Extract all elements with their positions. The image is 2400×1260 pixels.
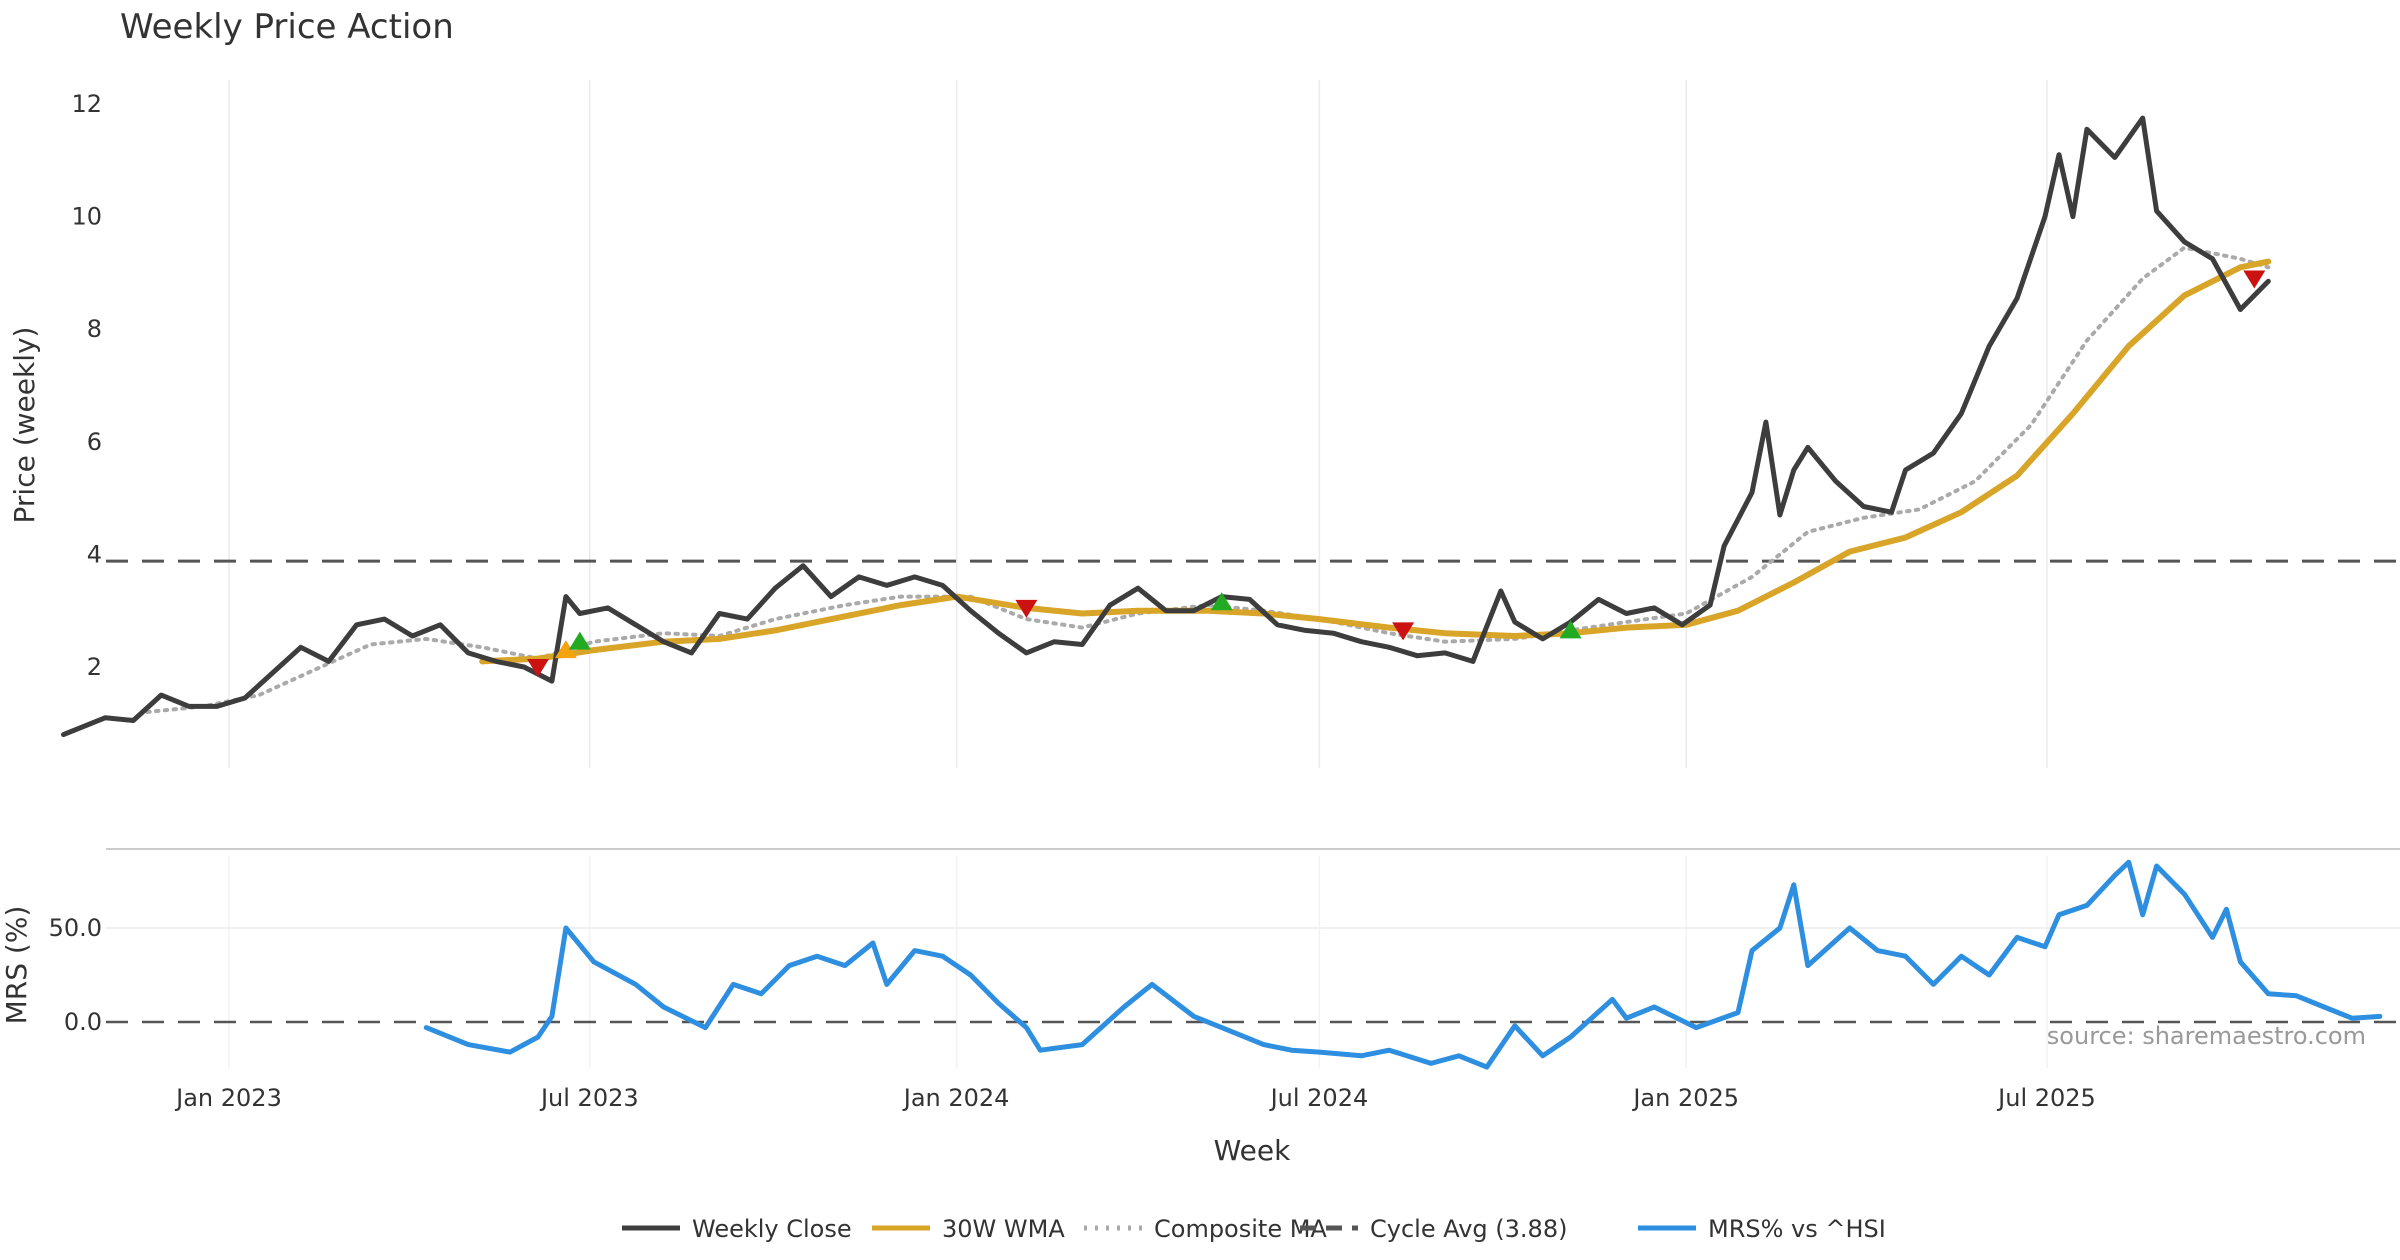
x-tick-3: Jul 2024 — [1269, 1084, 1369, 1112]
signal-up-4 — [1210, 592, 1233, 611]
legend-label-2: Composite MA — [1154, 1215, 1327, 1243]
bottom-series — [106, 859, 2400, 1070]
x-tick-5: Jul 2025 — [1996, 1084, 2096, 1112]
legend-label-3: Cycle Avg (3.88) — [1370, 1215, 1567, 1243]
signal-markers — [526, 270, 2266, 677]
series-mrs-vs-hsi — [423, 859, 2383, 1070]
series-composite-ma — [145, 245, 2271, 714]
signal-down-0 — [526, 659, 549, 677]
top-series — [61, 115, 2400, 738]
top-y-axis-label: Price (weekly) — [8, 327, 41, 524]
y-tick-8: 8 — [87, 315, 102, 343]
signal-up-1 — [554, 640, 577, 659]
top-grid — [228, 80, 2048, 768]
signal-down-7 — [2243, 270, 2266, 289]
signal-up-6 — [1559, 620, 1582, 639]
y-tick-4: 4 — [87, 540, 102, 568]
x-axis-label: Week — [1214, 1134, 1291, 1167]
x-tick-0: Jan 2023 — [174, 1084, 282, 1112]
x-tick-4: Jan 2025 — [1631, 1084, 1739, 1112]
legend-label-0: Weekly Close — [692, 1215, 852, 1243]
x-ticks: Jan 2023 Jul 2023 Jan 2024 Jul 2024 Jan 2025… — [174, 1084, 2096, 1112]
source-annotation: source: sharemaestro.com — [2047, 1022, 2366, 1050]
series-30w-wma — [479, 258, 2272, 665]
y-tick-10: 10 — [71, 203, 102, 231]
legend-label-1: 30W WMA — [942, 1215, 1065, 1243]
mrs-y-tick-0: 0.0 — [64, 1008, 102, 1036]
y-tick-2: 2 — [87, 653, 102, 681]
y-tick-6: 6 — [87, 428, 102, 456]
bottom-y-axis-label: MRS (%) — [0, 906, 33, 1025]
signal-up-2 — [568, 631, 591, 650]
bottom-grid — [106, 856, 2400, 1068]
legend: Weekly Close 30W WMA Composite MA Cycle Avg… — [622, 1215, 1886, 1243]
signal-down-3 — [1015, 599, 1038, 618]
series-weekly-close — [61, 115, 2271, 738]
signal-down-5 — [1392, 622, 1415, 641]
mrs-y-tick-50: 50.0 — [49, 914, 102, 942]
x-tick-2: Jan 2024 — [902, 1084, 1010, 1112]
chart-title: Weekly Price Action — [120, 7, 454, 47]
legend-label-4: MRS% vs ^HSI — [1708, 1215, 1886, 1243]
bottom-y-ticks: 0.0 50.0 — [49, 914, 102, 1036]
x-tick-1: Jul 2023 — [539, 1084, 639, 1112]
top-y-ticks: 2 4 6 8 10 12 — [71, 90, 102, 681]
y-tick-12: 12 — [71, 90, 102, 118]
